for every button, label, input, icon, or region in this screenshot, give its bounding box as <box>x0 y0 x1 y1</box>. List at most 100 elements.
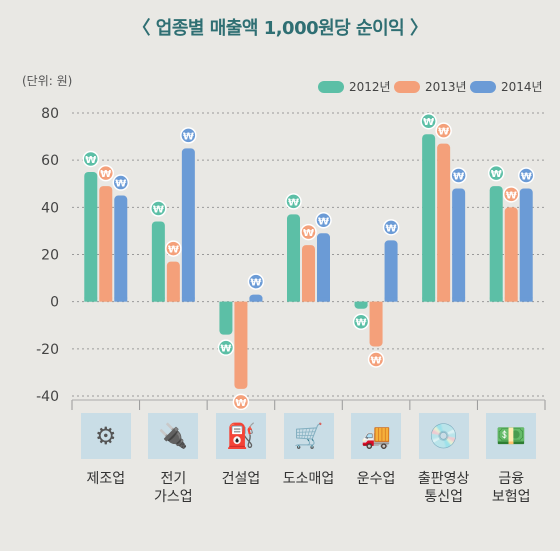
won-marker <box>247 273 265 290</box>
won-marker <box>352 313 370 330</box>
won-marker <box>300 223 317 241</box>
bar <box>166 261 180 302</box>
legend-2014: 2014년 <box>470 78 543 95</box>
bar <box>151 221 165 302</box>
category-label: 출판영상 통신업 <box>417 471 470 505</box>
bar <box>234 301 248 389</box>
won-marker-glyph: ₩ <box>250 278 261 289</box>
bar <box>302 245 315 302</box>
legend-2013: 2013년 <box>394 78 467 95</box>
category-label: 금융 보험업 <box>491 471 531 505</box>
unit-label: (단위: 원) <box>22 74 73 88</box>
y-tick-label: -20 <box>36 342 59 358</box>
won-marker-glyph: ₩ <box>506 190 517 201</box>
won-marker-glyph: ₩ <box>153 204 164 215</box>
legend-swatch <box>470 80 496 93</box>
bar <box>114 195 128 302</box>
legend-swatch <box>318 80 344 93</box>
won-marker-glyph: ₩ <box>303 228 314 239</box>
won-marker-glyph: ₩ <box>521 171 532 182</box>
category-label: 제조업 <box>86 471 126 487</box>
won-marker <box>367 351 385 368</box>
bar-base <box>166 297 180 302</box>
bar-base <box>84 297 98 302</box>
y-tick-label: 0 <box>50 295 59 311</box>
won-marker <box>315 212 332 229</box>
category-label: 운수업 <box>356 471 396 487</box>
bar-base <box>452 297 466 302</box>
bar <box>287 214 300 302</box>
disc-icon: 💿 <box>418 413 469 459</box>
won-marker-glyph: ₩ <box>288 197 299 208</box>
won-marker-glyph: ₩ <box>356 318 367 329</box>
bar-base <box>519 297 533 302</box>
y-tick-label: 20 <box>41 248 59 264</box>
won-marker-glyph: ₩ <box>183 131 194 142</box>
bar <box>504 207 518 302</box>
bar <box>219 301 233 335</box>
won-marker <box>97 164 115 182</box>
chart-title: 〈 업종별 매출액 1,000원당 순이익 〉 <box>132 18 428 39</box>
won-marker <box>112 174 130 191</box>
won-marker <box>450 167 467 184</box>
won-marker <box>382 219 400 236</box>
won-marker <box>217 339 235 356</box>
bar <box>84 171 98 302</box>
bar-base <box>384 297 398 302</box>
y-tick-label: 60 <box>41 153 59 169</box>
hand-truck-icon: 🛒 <box>283 413 334 459</box>
legend-label: 2012년 <box>349 80 391 94</box>
bar-base <box>287 297 300 302</box>
won-marker <box>420 112 437 130</box>
won-marker-glyph: ₩ <box>220 344 231 355</box>
y-tick-label: 80 <box>41 106 59 122</box>
truck-icon: 🚚 <box>351 413 402 459</box>
bar <box>369 301 383 347</box>
category-label: 전기 가스업 <box>154 471 193 505</box>
bar-base <box>151 297 165 302</box>
bar-base <box>99 297 113 302</box>
won-marker <box>502 186 520 203</box>
bar-base <box>422 297 436 302</box>
bar-base <box>234 301 248 306</box>
won-marker-glyph: ₩ <box>85 155 96 166</box>
won-marker-glyph: ₩ <box>371 355 382 366</box>
won-marker <box>165 240 182 257</box>
won-marker <box>285 193 302 210</box>
legend-2012: 2012년 <box>318 78 391 95</box>
won-marker <box>150 200 167 217</box>
won-marker-glyph: ₩ <box>453 171 464 182</box>
bar <box>452 188 466 302</box>
won-marker-glyph: ₩ <box>491 169 502 180</box>
won-marker-glyph: ₩ <box>100 169 111 180</box>
won-marker <box>517 167 535 184</box>
won-marker-glyph: ₩ <box>438 127 449 138</box>
legend-label: 2014년 <box>501 80 543 94</box>
won-marker-glyph: ₩ <box>423 117 434 128</box>
legend-label: 2013년 <box>425 80 467 94</box>
won-marker <box>180 127 197 144</box>
category-label: 건설업 <box>221 471 261 487</box>
won-marker <box>232 393 250 411</box>
bar <box>519 188 533 302</box>
bar-base <box>354 301 368 306</box>
bar-base <box>181 297 195 302</box>
bar-base <box>114 297 128 302</box>
bar <box>437 143 451 302</box>
y-tick-label: 40 <box>41 200 59 216</box>
bar <box>99 186 113 302</box>
gears-icon: ⚙ <box>80 413 131 459</box>
bar-base <box>249 297 263 302</box>
bar-base <box>317 297 330 302</box>
won-marker <box>487 164 505 182</box>
legend-swatch <box>394 80 420 93</box>
bar <box>181 148 195 302</box>
bar-base <box>489 297 503 302</box>
bar-base <box>437 297 451 302</box>
won-marker-glyph: ₩ <box>168 245 179 256</box>
bar <box>489 186 503 302</box>
bar-base <box>504 297 518 302</box>
won-marker <box>435 122 452 139</box>
won-marker-glyph: ₩ <box>318 216 329 227</box>
